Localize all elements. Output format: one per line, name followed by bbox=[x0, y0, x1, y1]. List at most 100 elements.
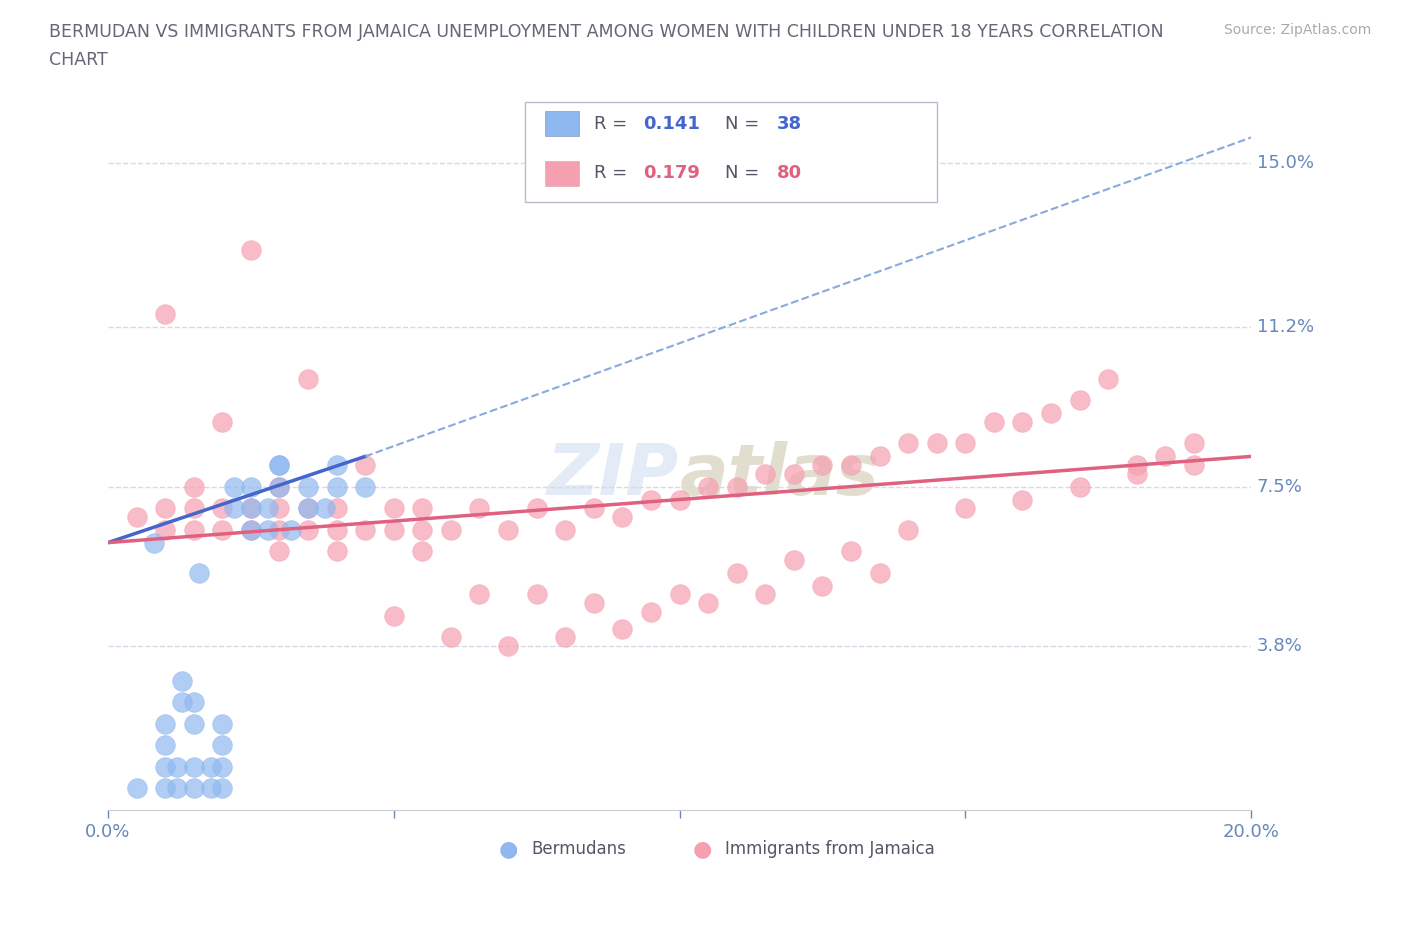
Point bbox=[269, 479, 291, 494]
Point bbox=[754, 466, 776, 481]
Point bbox=[183, 523, 205, 538]
Point bbox=[869, 449, 891, 464]
Text: 3.8%: 3.8% bbox=[1257, 637, 1302, 655]
Point bbox=[411, 544, 433, 559]
Point bbox=[811, 578, 834, 593]
Point bbox=[269, 458, 291, 472]
Point bbox=[955, 500, 977, 515]
Point bbox=[411, 523, 433, 538]
Point bbox=[183, 716, 205, 731]
Point bbox=[183, 781, 205, 796]
Point bbox=[142, 535, 165, 550]
Point bbox=[257, 500, 280, 515]
Point bbox=[172, 695, 194, 710]
Text: atlas: atlas bbox=[679, 441, 879, 510]
Text: N =: N = bbox=[725, 165, 765, 182]
Text: ●: ● bbox=[693, 839, 711, 859]
Point bbox=[222, 500, 245, 515]
Point bbox=[297, 523, 319, 538]
Point bbox=[554, 523, 576, 538]
Point bbox=[166, 759, 188, 774]
Point bbox=[297, 500, 319, 515]
Point bbox=[354, 479, 377, 494]
Point bbox=[468, 500, 491, 515]
Point bbox=[725, 479, 748, 494]
Point bbox=[297, 371, 319, 386]
Point bbox=[354, 523, 377, 538]
Point bbox=[869, 565, 891, 580]
Text: R =: R = bbox=[593, 114, 633, 133]
Point bbox=[440, 523, 463, 538]
Point bbox=[297, 500, 319, 515]
Point bbox=[125, 510, 148, 525]
Point bbox=[183, 479, 205, 494]
Point bbox=[382, 523, 405, 538]
Point bbox=[269, 544, 291, 559]
Text: 0.179: 0.179 bbox=[643, 165, 700, 182]
Point bbox=[582, 500, 605, 515]
Point bbox=[697, 595, 720, 610]
Point bbox=[526, 500, 548, 515]
Point bbox=[640, 604, 662, 619]
Point bbox=[783, 466, 806, 481]
Point bbox=[897, 436, 920, 451]
Point bbox=[1182, 436, 1205, 451]
Point bbox=[697, 479, 720, 494]
Point bbox=[668, 492, 690, 507]
Point bbox=[354, 458, 377, 472]
Point bbox=[211, 737, 233, 752]
Point bbox=[382, 608, 405, 623]
Point bbox=[554, 630, 576, 644]
Point bbox=[239, 500, 262, 515]
Point bbox=[668, 587, 690, 602]
Text: N =: N = bbox=[725, 114, 765, 133]
Point bbox=[325, 500, 347, 515]
Point bbox=[153, 716, 176, 731]
Point bbox=[1069, 479, 1091, 494]
Point bbox=[183, 695, 205, 710]
Point bbox=[200, 759, 222, 774]
Point bbox=[314, 500, 336, 515]
Point bbox=[153, 307, 176, 322]
Point bbox=[269, 523, 291, 538]
Point bbox=[811, 458, 834, 472]
Point bbox=[325, 523, 347, 538]
Point bbox=[280, 523, 302, 538]
Text: Bermudans: Bermudans bbox=[531, 840, 626, 858]
Point bbox=[325, 544, 347, 559]
Point bbox=[1011, 492, 1033, 507]
Point bbox=[257, 523, 280, 538]
Point bbox=[1011, 415, 1033, 430]
Point bbox=[925, 436, 948, 451]
Point bbox=[1154, 449, 1177, 464]
Point bbox=[382, 500, 405, 515]
Point bbox=[1182, 458, 1205, 472]
Point bbox=[468, 587, 491, 602]
Point bbox=[153, 781, 176, 796]
Text: 38: 38 bbox=[776, 114, 801, 133]
Point bbox=[239, 523, 262, 538]
Point bbox=[526, 587, 548, 602]
Point bbox=[153, 523, 176, 538]
Text: 0.141: 0.141 bbox=[643, 114, 700, 133]
Point bbox=[725, 565, 748, 580]
Point bbox=[1069, 393, 1091, 408]
Text: CHART: CHART bbox=[49, 51, 108, 69]
Point bbox=[211, 716, 233, 731]
Point bbox=[166, 781, 188, 796]
Point bbox=[211, 415, 233, 430]
Point bbox=[125, 781, 148, 796]
Text: R =: R = bbox=[593, 165, 633, 182]
Point bbox=[153, 759, 176, 774]
Point bbox=[183, 759, 205, 774]
Point bbox=[239, 479, 262, 494]
Point bbox=[754, 587, 776, 602]
Point bbox=[783, 552, 806, 567]
Point bbox=[955, 436, 977, 451]
Text: ZIP: ZIP bbox=[547, 441, 679, 510]
Point bbox=[325, 458, 347, 472]
Point bbox=[239, 500, 262, 515]
FancyBboxPatch shape bbox=[526, 102, 936, 202]
Point bbox=[325, 479, 347, 494]
Point bbox=[839, 458, 862, 472]
